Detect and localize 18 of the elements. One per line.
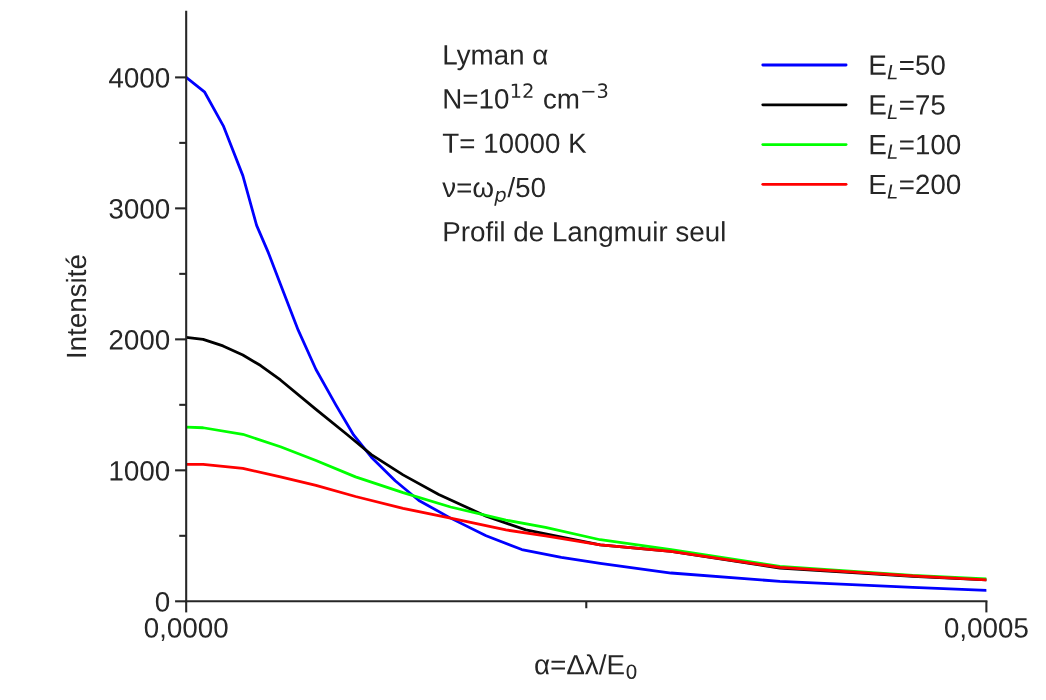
y-axis-title: Intensité — [65, 255, 87, 357]
annotation: Profil de Langmuir seul — [444, 221, 725, 248]
y-tick-label: 4000 — [109, 68, 170, 88]
x-tick-label: 0,0000 — [144, 618, 228, 641]
annotation: Lyman α — [444, 45, 548, 71]
x-axis-title: α=Δλ/E$_{0}$ — [535, 654, 637, 680]
legend-label: E$_{L}$=200 — [870, 174, 961, 199]
y-tick-label: 3000 — [109, 199, 170, 219]
legend-label: E$_{L}$=50 — [870, 55, 945, 80]
x-tick-label: 0,0005 — [944, 618, 1028, 641]
annotation: ν=ω$_{p}$/50 — [442, 176, 545, 206]
y-tick-label: 0 — [155, 591, 170, 612]
y-tick-label: 1000 — [110, 460, 170, 481]
y-tick-label: 2000 — [109, 330, 170, 350]
legend-label: E$_{L}$=100 — [870, 134, 961, 159]
legend-label: E$_{L}$=75 — [870, 95, 945, 119]
annotation: N=10$^{12}$ cm$^{−3}$ — [444, 83, 608, 109]
annotation: T= 10000 K — [442, 133, 587, 154]
